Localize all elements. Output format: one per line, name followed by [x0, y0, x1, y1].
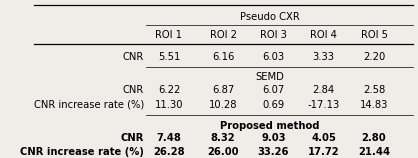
Text: 17.72: 17.72	[308, 147, 339, 157]
Text: 9.03: 9.03	[261, 133, 286, 143]
Text: 21.44: 21.44	[358, 147, 390, 157]
Text: 8.32: 8.32	[211, 133, 235, 143]
Text: 2.58: 2.58	[363, 85, 385, 95]
Text: CNR: CNR	[122, 85, 144, 95]
Text: 7.48: 7.48	[157, 133, 181, 143]
Text: Proposed method: Proposed method	[220, 121, 319, 131]
Text: 26.00: 26.00	[207, 147, 239, 157]
Text: 11.30: 11.30	[155, 100, 183, 109]
Text: ROI 3: ROI 3	[260, 30, 287, 40]
Text: 2.80: 2.80	[362, 133, 386, 143]
Text: -17.13: -17.13	[308, 100, 340, 109]
Text: ROI 4: ROI 4	[310, 30, 337, 40]
Text: 6.03: 6.03	[263, 52, 285, 62]
Text: CNR increase rate (%): CNR increase rate (%)	[33, 100, 144, 109]
Text: CNR: CNR	[122, 52, 144, 62]
Text: SEMD: SEMD	[255, 72, 284, 82]
Text: 5.51: 5.51	[158, 52, 180, 62]
Text: Pseudo CXR: Pseudo CXR	[240, 12, 299, 22]
Text: CNR: CNR	[120, 133, 144, 143]
Text: 10.28: 10.28	[209, 100, 237, 109]
Text: 33.26: 33.26	[258, 147, 289, 157]
Text: 2.20: 2.20	[363, 52, 385, 62]
Text: 14.83: 14.83	[360, 100, 388, 109]
Text: 6.87: 6.87	[212, 85, 234, 95]
Text: 6.16: 6.16	[212, 52, 234, 62]
Text: ROI 2: ROI 2	[210, 30, 237, 40]
Text: 3.33: 3.33	[313, 52, 335, 62]
Text: 4.05: 4.05	[311, 133, 336, 143]
Text: CNR increase rate (%): CNR increase rate (%)	[20, 147, 144, 157]
Text: 2.84: 2.84	[313, 85, 335, 95]
Text: 6.07: 6.07	[263, 85, 285, 95]
Text: 26.28: 26.28	[153, 147, 185, 157]
Text: 0.69: 0.69	[263, 100, 285, 109]
Text: ROI 1: ROI 1	[155, 30, 183, 40]
Text: 6.22: 6.22	[158, 85, 180, 95]
Text: ROI 5: ROI 5	[361, 30, 387, 40]
